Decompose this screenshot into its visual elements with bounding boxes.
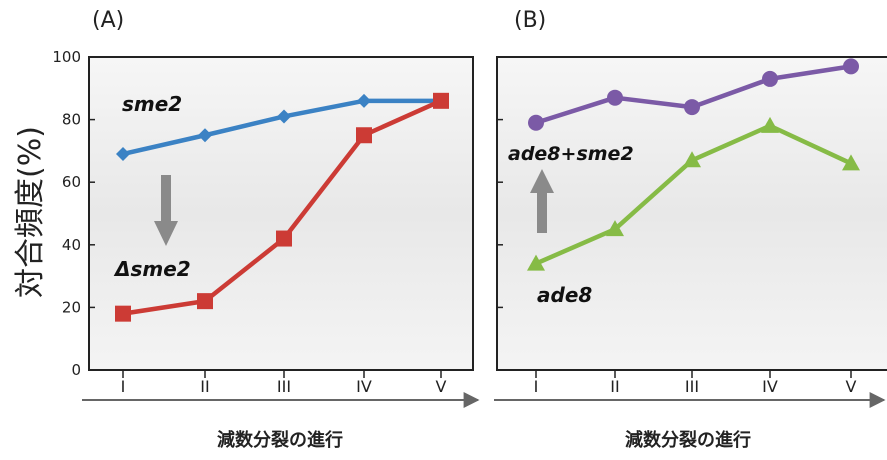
data-point — [606, 220, 624, 237]
data-point — [684, 99, 700, 116]
x-axis-label-a: 減数分裂の進行 — [217, 429, 343, 451]
data-point — [607, 89, 623, 106]
data-point — [357, 93, 371, 108]
arrow-down-icon — [154, 175, 178, 246]
data-point — [762, 70, 778, 87]
y-tick-label: 40 — [62, 236, 81, 254]
series-label-dsme2: Δsme2 — [113, 257, 191, 281]
x-tick-label: V — [846, 377, 857, 396]
data-point — [116, 147, 130, 162]
x-tick-label: IV — [762, 377, 778, 396]
data-point — [433, 92, 449, 109]
data-point — [276, 230, 292, 247]
y-axis-label: 対合頻度(%) — [13, 126, 48, 298]
data-point — [843, 58, 859, 75]
y-tick-label: 20 — [62, 298, 81, 316]
data-point — [683, 151, 701, 168]
panel-label-b: (B) — [514, 8, 546, 33]
data-point — [527, 254, 545, 271]
y-tick-label: 100 — [52, 48, 81, 66]
y-tick-label: 0 — [71, 361, 81, 379]
series-label-ade8-sme2: ade8+sme2 — [508, 143, 634, 165]
x-tick-label: I — [121, 377, 126, 396]
data-point — [842, 154, 860, 171]
data-point — [356, 127, 372, 144]
series-label-ade8: ade8 — [537, 283, 592, 307]
panel-a-plot-area — [88, 56, 474, 371]
x-tick-label: I — [534, 377, 539, 396]
x-tick-label: IV — [356, 377, 372, 396]
panel-b-axes: I II III IV V — [497, 56, 857, 396]
data-point — [528, 114, 544, 131]
arrow-up-icon — [530, 169, 554, 233]
x-tick-label: III — [685, 377, 699, 396]
y-tick-label: 60 — [62, 173, 81, 191]
data-point — [761, 116, 779, 133]
y-tick-label: 80 — [62, 111, 81, 129]
panel-b-series — [527, 58, 860, 271]
x-axis-label-b: 減数分裂の進行 — [625, 429, 751, 451]
x-tick-label: V — [436, 377, 447, 396]
x-tick-label: II — [610, 377, 619, 396]
data-point — [197, 293, 213, 310]
x-tick-label: II — [200, 377, 209, 396]
data-point — [198, 128, 212, 143]
data-point — [115, 305, 131, 322]
panel-a-series — [115, 92, 449, 322]
data-point — [277, 109, 291, 124]
x-tick-label: III — [277, 377, 291, 396]
panel-label-a: (A) — [92, 8, 124, 33]
series-label-sme2: sme2 — [122, 92, 182, 116]
